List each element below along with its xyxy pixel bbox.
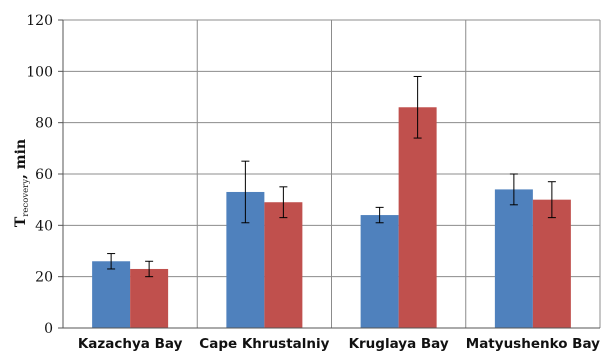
error-bars [107, 75, 556, 278]
y-tick-label: 80 [35, 116, 53, 132]
gridlines [63, 19, 601, 328]
bar [494, 189, 533, 328]
bar [398, 107, 437, 329]
bar [92, 261, 131, 328]
x-category-labels: Kazachya Bay Cape Khrustalniy Kruglaya Bay… [78, 336, 600, 352]
bar [532, 199, 571, 328]
y-tick-labels: 0 20 40 60 80 100 120 [26, 13, 53, 337]
y-tick-label: 120 [26, 13, 53, 29]
y-tick-label: 0 [44, 321, 53, 337]
x-category-label: Kazachya Bay [78, 336, 183, 352]
y-tick-label: 100 [26, 64, 53, 80]
y-tick-label: 20 [35, 270, 53, 286]
x-category-label: Cape Khrustalniy [199, 336, 329, 352]
axes [58, 19, 600, 329]
bar [264, 202, 303, 328]
y-tick-label: 60 [35, 167, 53, 183]
y-tick-label: 40 [35, 218, 53, 234]
x-category-label: Kruglaya Bay [349, 336, 449, 352]
bar [360, 215, 399, 328]
y-axis-label: Trecovery, min [13, 139, 31, 227]
bar [130, 268, 169, 328]
bars [92, 107, 571, 329]
x-category-label: Matyushenko Bay [466, 336, 600, 352]
